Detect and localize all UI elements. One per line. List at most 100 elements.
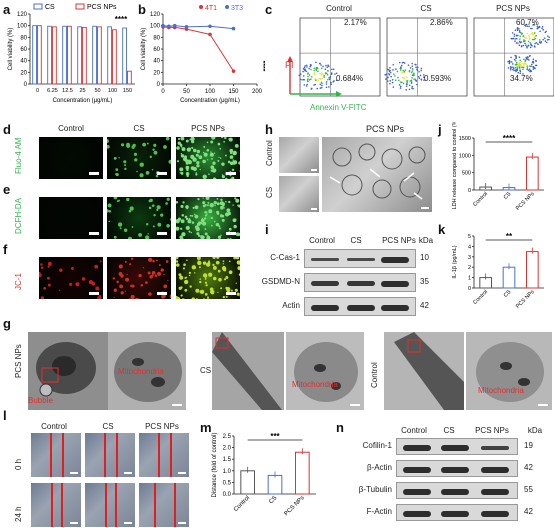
flow-event: [401, 65, 403, 67]
flow-event: [519, 30, 521, 32]
series-line-4T1: [163, 27, 234, 71]
legend-marker-4t1: [199, 5, 203, 9]
significance-label: ****: [115, 15, 128, 24]
fluor-cell: [113, 277, 115, 279]
fluor-cell: [202, 160, 205, 163]
flow-event: [545, 40, 547, 42]
bar-cs: [78, 27, 82, 84]
fluor-cell: [205, 284, 207, 286]
bar-cs: [33, 26, 37, 84]
fluor-cell: [150, 156, 152, 158]
flow-event: [389, 83, 391, 85]
fluor-cell: [205, 232, 208, 235]
fluor-image-r0-c1: [106, 136, 172, 180]
blot-band: [441, 445, 469, 451]
fluor-cell: [203, 146, 205, 148]
flow-event: [317, 70, 319, 72]
flow-event: [400, 87, 402, 89]
flow-event: [524, 43, 526, 45]
fluor-cell: [240, 170, 241, 173]
fluor-cell: [147, 143, 149, 145]
bar-PCS NPs: [527, 252, 539, 288]
fluor-cell: [132, 285, 135, 288]
significance-label: ****: [503, 134, 516, 143]
flow-event: [546, 41, 548, 43]
fluor-cell: [222, 174, 223, 175]
flow-event: [317, 67, 319, 69]
g-cs-cell: [212, 332, 284, 410]
flow-event: [395, 79, 397, 81]
flow-event: [540, 42, 542, 44]
flow-event: [530, 66, 532, 68]
fluor-cell: [229, 260, 231, 262]
flow-event: [547, 39, 549, 41]
bar-cs: [63, 26, 67, 84]
fluor-cell: [195, 298, 199, 300]
fluor-cell: [216, 257, 219, 259]
y-tick-label: 20: [20, 70, 27, 76]
flow-event: [530, 47, 532, 49]
g-pcs-mito-label: Mitochondria: [118, 367, 164, 376]
bar-pcs: [98, 27, 102, 84]
blot-band: [403, 467, 431, 473]
blot-strip: [304, 273, 416, 292]
y-axis-title: Cell viability (%): [8, 28, 14, 71]
fluor-cell: [208, 209, 212, 213]
flow-event: [417, 69, 419, 71]
y-tick-label: 4: [468, 244, 471, 250]
flow-event: [395, 68, 397, 70]
flow-event: [536, 65, 538, 67]
fluor-cell: [181, 214, 184, 217]
fluor-cell: [152, 204, 155, 207]
fluor-cell: [199, 281, 201, 283]
fluor-cell: [189, 148, 191, 150]
blot-band: [441, 467, 469, 473]
point-3T3: [167, 24, 171, 28]
fluor-cell: [179, 287, 182, 290]
bar-pcs: [113, 30, 117, 84]
fluor-cell: [160, 214, 163, 217]
blot-band: [381, 257, 409, 263]
fluor-cell: [152, 260, 155, 263]
flow-event: [521, 66, 523, 68]
fluor-cell: [148, 292, 152, 296]
fluor-cell: [220, 199, 222, 201]
flow-event: [419, 77, 421, 79]
flow-event: [519, 38, 521, 40]
fluor-cell: [240, 141, 241, 144]
fluor-cell: [43, 287, 46, 290]
flow-q2-pcs: 60.7%: [516, 18, 539, 27]
flow-event: [523, 45, 525, 47]
y-tick-label: 2.0: [223, 446, 232, 452]
fluor-cell: [216, 261, 220, 265]
fluor-cell: [167, 280, 168, 281]
flow-event: [315, 62, 317, 64]
y-tick-label: 80: [20, 35, 27, 41]
fluor-cell: [59, 268, 62, 271]
flow-event: [514, 59, 516, 61]
flow-event: [409, 70, 411, 72]
fluor-cell: [190, 137, 194, 141]
flow-event: [544, 32, 546, 34]
fluor-cell: [166, 137, 170, 140]
fluor-cell: [157, 223, 161, 227]
flow-event: [531, 71, 533, 73]
flow-event: [528, 70, 530, 72]
fluor-cell: [107, 139, 109, 143]
fluor-cell: [150, 199, 153, 202]
fluor-cell: [197, 198, 199, 200]
flow-event: [421, 68, 423, 70]
panel-label-n: n: [336, 420, 344, 435]
scale-bar: [89, 172, 99, 175]
fluor-cell: [171, 209, 172, 212]
fluor-cell: [146, 171, 150, 175]
significance-label: ****: [259, 61, 265, 72]
fluor-cell: [181, 219, 185, 223]
fluor-cell: [163, 145, 167, 149]
fluor-cell: [191, 147, 193, 149]
x-tick-label: CS: [268, 495, 278, 505]
fluor-cell: [137, 298, 139, 300]
flow-event: [304, 84, 306, 86]
flow-event: [533, 66, 535, 68]
fluor-cell: [220, 214, 223, 217]
